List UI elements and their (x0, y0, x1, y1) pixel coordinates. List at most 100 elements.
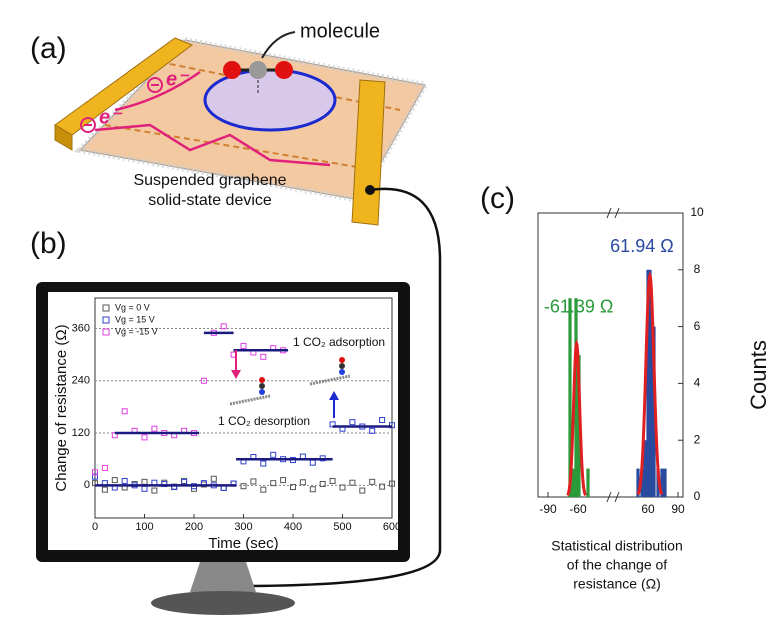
data-point (270, 451, 277, 458)
data-point (280, 477, 287, 484)
y-tick-label: 8 (694, 262, 701, 276)
axis-break (614, 207, 620, 219)
panel-label: (a) (30, 32, 67, 65)
atom (275, 61, 293, 79)
x-tick-label: 100 (135, 521, 153, 533)
fit-curve (636, 271, 664, 496)
graphene-icon (309, 374, 351, 386)
data-point (369, 427, 376, 434)
plot-area (94, 297, 393, 519)
data-point (260, 460, 267, 467)
data-point (379, 483, 386, 490)
legend-label: Vg = 0 V (115, 302, 150, 312)
data-point (309, 486, 316, 493)
atom (249, 61, 267, 79)
y-axis-label: Change of resistance (Ω) (53, 324, 70, 491)
x-tick-label: 60 (641, 502, 655, 516)
bar (568, 298, 572, 497)
bar (574, 298, 578, 497)
bar (643, 440, 647, 497)
data-point (349, 419, 356, 426)
x-tick-label: 90 (671, 502, 685, 516)
panel-label: (c) (480, 182, 515, 215)
charge-symbol (80, 117, 96, 133)
molecule-icon (339, 369, 345, 375)
axis-break (614, 491, 620, 503)
molecule-icon (259, 377, 265, 383)
data-point (369, 478, 376, 485)
fit-curve (566, 339, 587, 496)
electron-path (94, 123, 331, 167)
pointer (261, 31, 296, 59)
y-tick-label: 120 (72, 427, 90, 439)
legend-marker (102, 316, 110, 324)
x-axis-label: Time (sec) (208, 535, 278, 552)
wire-contact (365, 185, 375, 195)
fit-label: -61.39 Ω (544, 296, 614, 316)
x-tick-label: -90 (539, 502, 557, 516)
data-point (240, 342, 247, 349)
y-tick-label: 4 (694, 376, 701, 390)
data-point (111, 477, 118, 484)
molecule-label: molecule (300, 20, 380, 42)
wire (249, 187, 442, 588)
x-tick-label: 500 (333, 521, 351, 533)
data-point (290, 484, 296, 491)
x-tick-label: 300 (234, 521, 252, 533)
data-point (260, 353, 267, 360)
x-tick-label: 600 (383, 521, 401, 533)
plot-area (537, 212, 684, 498)
molecule-icon (259, 389, 265, 395)
data-point (319, 481, 326, 488)
data-point (240, 483, 247, 490)
data-point (220, 323, 227, 330)
data-point (141, 434, 148, 441)
data-point (92, 469, 98, 476)
data-point (270, 480, 277, 487)
data-point (121, 408, 128, 415)
arrow-head (329, 391, 339, 400)
graphene-icon (229, 394, 271, 406)
fit-label: 61.94 Ω (610, 236, 674, 256)
x-axis-label: resistance (Ω) (573, 576, 661, 592)
data-point (101, 486, 108, 493)
legend-label: Vg = 15 V (115, 314, 155, 324)
data-point (151, 425, 158, 432)
device-label: Suspended graphene (133, 172, 286, 189)
y-tick-label: 6 (694, 319, 701, 333)
monitor-stand (190, 562, 256, 592)
electron-label: e⁻ (99, 106, 123, 128)
device-label: solid-state device (148, 192, 272, 209)
data-point (92, 473, 98, 480)
x-axis-label: Statistical distribution (551, 538, 683, 554)
sensing-area (203, 68, 337, 132)
data-point (260, 486, 267, 493)
data-point (101, 464, 108, 471)
channel-edge (104, 124, 376, 171)
bar (663, 468, 667, 497)
charge-symbol (147, 77, 163, 93)
annotation: 1 CO₂ adsorption (293, 335, 385, 349)
annotation: 1 CO₂ desorption (218, 414, 310, 428)
y-tick-label: 2 (694, 432, 701, 446)
electron-label: e⁻ (166, 68, 190, 90)
data-point (359, 487, 366, 494)
y-tick-label: 0 (84, 479, 90, 491)
y-tick-label: 240 (72, 375, 90, 387)
data-point (329, 477, 336, 484)
arrow-head (231, 370, 241, 379)
molecule-icon (339, 363, 345, 369)
axis-break (606, 491, 612, 503)
molecule-icon (339, 357, 345, 363)
bar (586, 468, 590, 497)
y-tick-label: 0 (694, 489, 701, 503)
panel-label: (b) (30, 227, 67, 260)
x-tick-label: 400 (284, 521, 302, 533)
data-point (250, 478, 257, 485)
data-point (200, 377, 207, 384)
data-point (339, 484, 346, 491)
legend-label: Vg = -15 V (115, 326, 158, 336)
legend-marker (102, 304, 110, 312)
y-axis-label: Counts (746, 340, 771, 410)
x-tick-label: 200 (185, 521, 203, 533)
